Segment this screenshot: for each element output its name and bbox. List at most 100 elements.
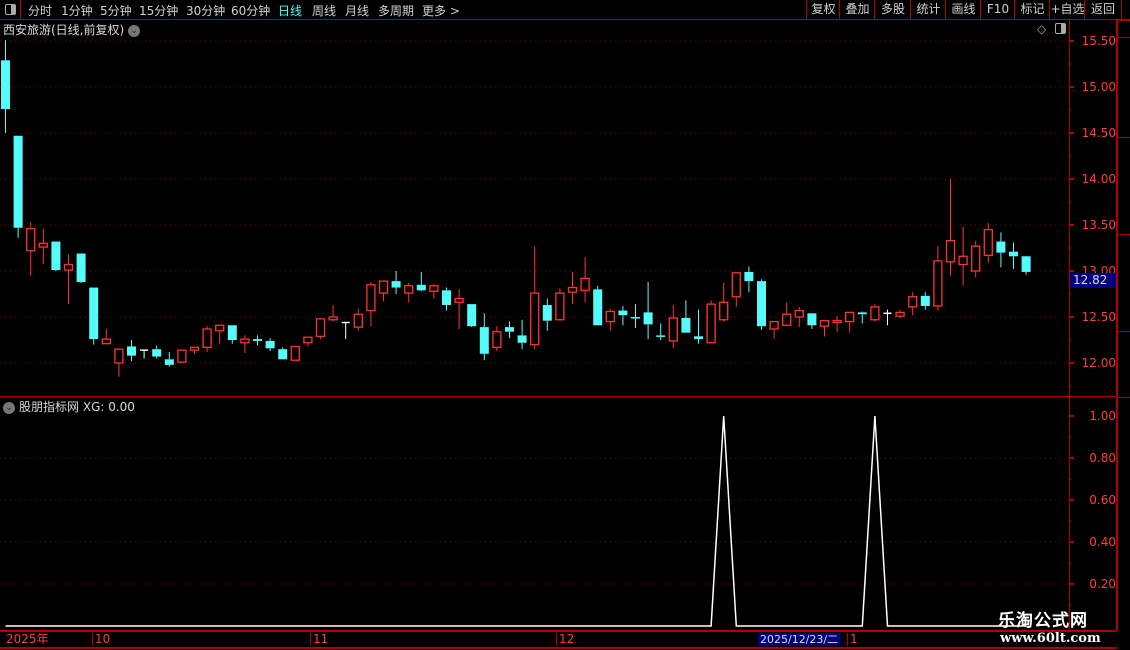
multi-stock-button[interactable]: 多股 <box>874 0 911 19</box>
candle <box>681 300 691 333</box>
side-tab[interactable] <box>1117 331 1130 397</box>
candle <box>757 279 766 330</box>
candle <box>454 289 464 329</box>
candle-body <box>719 301 729 321</box>
period-tab-daily[interactable]: 日线 <box>278 4 303 18</box>
overlay-button[interactable]: 叠加 <box>839 0 875 19</box>
candle-body <box>13 135 23 228</box>
candle <box>26 222 36 276</box>
period-tab-timeshare[interactable]: 分时 <box>28 4 53 18</box>
candle-body <box>769 320 779 330</box>
candle-body <box>442 290 451 306</box>
diamond-icon[interactable]: ◇ <box>1037 22 1047 36</box>
toolbar: 分时 1分钟 5分钟 15分钟 30分钟 60分钟 日线 周线 月线 多周期 更… <box>0 0 1130 20</box>
candle-body <box>555 292 565 321</box>
candle-body <box>378 280 389 294</box>
candle-body <box>26 228 36 252</box>
watermark-url: www.60lt.com <box>1000 631 1101 646</box>
candle <box>303 336 313 347</box>
candle <box>328 305 338 322</box>
candle <box>492 326 502 352</box>
candle <box>189 346 200 354</box>
candle-body <box>744 271 754 282</box>
candle <box>870 304 880 322</box>
candle <box>832 316 842 332</box>
candle <box>656 323 666 340</box>
side-panel-tabs[interactable] <box>1117 20 1130 630</box>
layout-toggle-button[interactable] <box>0 0 21 19</box>
price-tick-label: 15.00 <box>1081 80 1116 94</box>
chevron-down-icon[interactable]: ⌄ <box>3 401 15 414</box>
statistics-button[interactable]: 统计 <box>910 0 946 19</box>
side-tab[interactable] <box>1117 397 1130 630</box>
candle-body <box>958 255 968 266</box>
period-tab-60min[interactable]: 60分钟 <box>231 4 271 18</box>
side-tab[interactable] <box>1117 137 1130 234</box>
side-tab[interactable] <box>1117 37 1130 137</box>
restore-rights-button[interactable]: 复权 <box>806 0 840 19</box>
candle <box>845 311 855 333</box>
period-tab-monthly[interactable]: 月线 <box>345 4 370 18</box>
candle <box>782 302 792 326</box>
candlestick-chart[interactable] <box>0 0 1069 630</box>
candle <box>567 271 578 305</box>
candle <box>114 348 124 377</box>
candle-body <box>530 292 540 346</box>
back-button[interactable]: 返回 <box>1084 0 1122 19</box>
candle <box>958 226 968 286</box>
period-tab-30min[interactable]: 30分钟 <box>186 4 226 18</box>
side-tab[interactable] <box>1117 20 1130 37</box>
candle <box>253 335 262 346</box>
candle <box>63 254 74 305</box>
candle <box>731 272 741 307</box>
candle-body <box>391 281 401 288</box>
candle <box>416 271 426 292</box>
candle <box>883 309 892 326</box>
candle <box>13 135 23 238</box>
candle <box>895 309 905 318</box>
candle <box>807 313 817 329</box>
candle-body <box>467 304 477 327</box>
candle-body <box>656 335 666 337</box>
candle-body <box>1009 251 1018 257</box>
indicator-tick-label: 1.00 <box>1089 409 1116 423</box>
candle <box>517 319 527 350</box>
candle-body <box>265 340 275 349</box>
candle-body <box>819 320 830 327</box>
price-tick-label: 14.00 <box>1081 172 1116 186</box>
period-tab-1min[interactable]: 1分钟 <box>61 4 93 18</box>
candle-body <box>303 336 313 344</box>
period-tab-more[interactable]: 更多 > <box>422 4 460 18</box>
candle-body <box>366 284 376 312</box>
xg-signal-line <box>5 415 1027 627</box>
candle <box>429 283 439 299</box>
period-tab-15min[interactable]: 15分钟 <box>139 4 179 18</box>
period-tab-multi[interactable]: 多周期 <box>378 4 415 18</box>
panel-toggle-icon[interactable] <box>1055 23 1066 34</box>
candle-body <box>479 327 489 354</box>
date-label-dec: 12 <box>556 633 574 646</box>
candle <box>668 305 678 349</box>
candle <box>140 349 149 359</box>
chevron-down-icon[interactable]: ⌄ <box>128 24 141 37</box>
period-tab-weekly[interactable]: 周线 <box>312 4 337 18</box>
mark-button[interactable]: 标记 <box>1014 0 1050 19</box>
candle <box>983 223 993 263</box>
candle-body <box>215 324 225 332</box>
candle-body <box>1021 256 1031 272</box>
candle <box>89 287 99 345</box>
candle <box>605 308 615 331</box>
side-tab[interactable] <box>1117 234 1130 331</box>
period-tab-5min[interactable]: 5分钟 <box>100 4 132 18</box>
candle <box>76 253 86 283</box>
candle-body <box>845 311 855 323</box>
candle <box>265 338 275 352</box>
f10-button[interactable]: F10 <box>980 0 1015 19</box>
panel-divider[interactable] <box>0 396 1117 397</box>
candle <box>618 305 628 326</box>
add-watchlist-button[interactable]: +自选 <box>1049 0 1085 19</box>
draw-line-button[interactable]: 画线 <box>945 0 981 19</box>
candle <box>215 324 225 344</box>
candle <box>164 351 174 367</box>
candle-body <box>542 305 552 321</box>
